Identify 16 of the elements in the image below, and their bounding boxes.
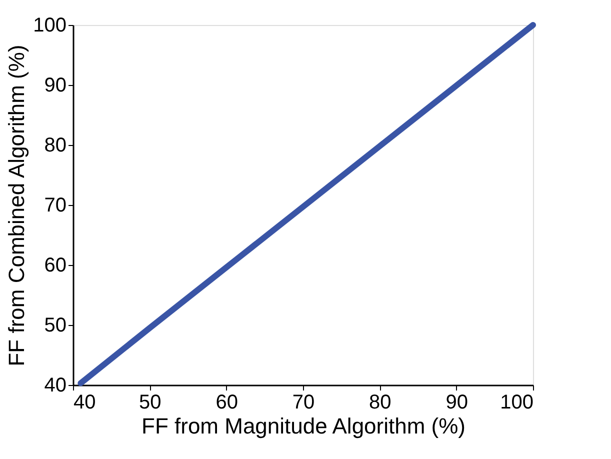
y-tick-label: 90 <box>44 74 66 96</box>
x-tick-label: 70 <box>292 392 315 414</box>
y-tick-label: 80 <box>44 134 66 156</box>
y-tick-label: 100 <box>33 14 66 36</box>
x-tick-label: 60 <box>216 392 238 414</box>
y-tick-label: 70 <box>44 194 66 216</box>
x-axis-title: FF from Magnitude Algorithm (%) <box>142 414 466 438</box>
x-tick-label: 40 <box>74 392 96 414</box>
y-tick-label: 50 <box>44 314 66 336</box>
y-tick-label: 60 <box>44 254 66 276</box>
x-tick-label: 80 <box>369 392 392 414</box>
x-tick-label: 50 <box>139 392 162 414</box>
y-tick-label: 40 <box>44 374 66 396</box>
x-tick-label: 90 <box>446 392 468 414</box>
x-tick-label: 100 <box>500 392 534 414</box>
y-axis-title: FF from Combined Algorithm (%) <box>4 44 30 366</box>
